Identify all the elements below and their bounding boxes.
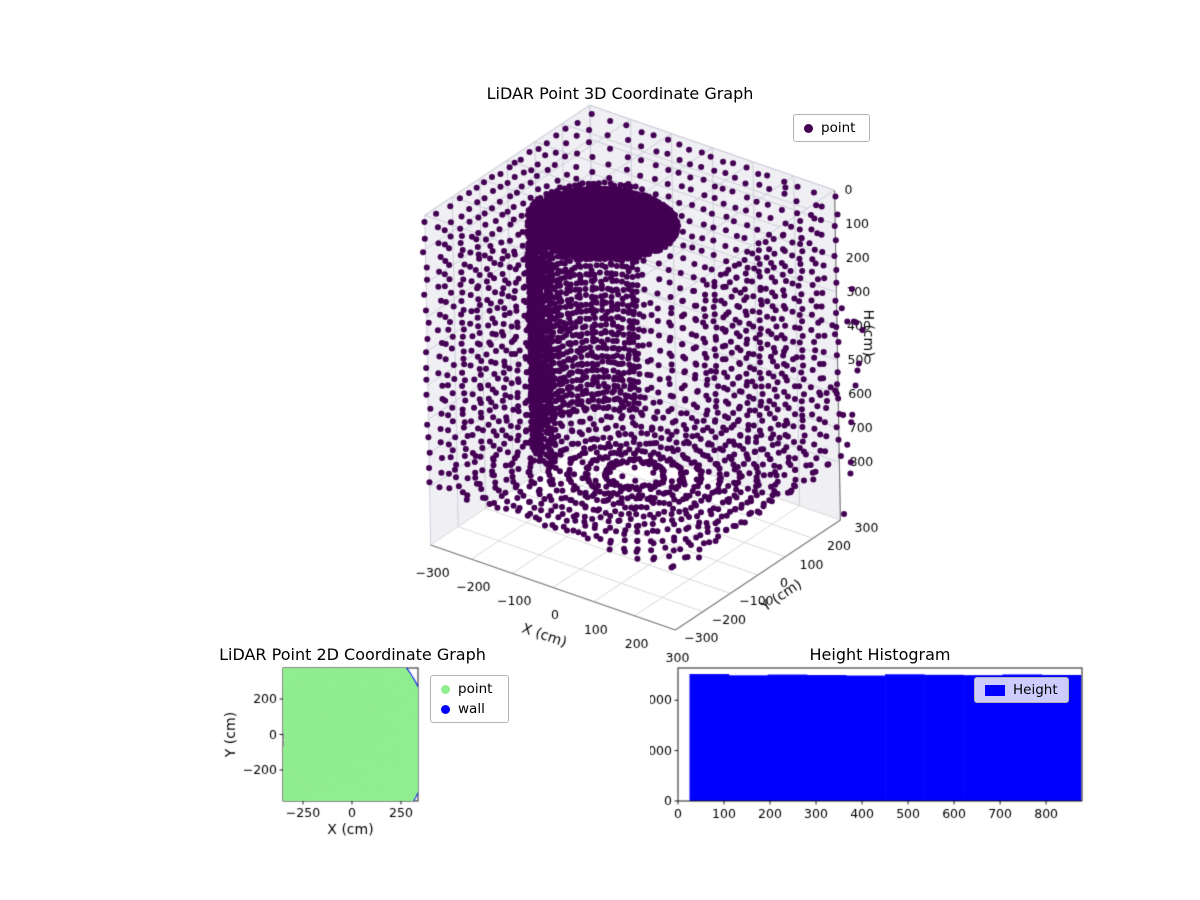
- point-marker-icon: [441, 684, 450, 694]
- legend-label-point: point: [458, 680, 493, 697]
- legend-label-height: Height: [1013, 681, 1058, 698]
- histogram-title: Height Histogram: [809, 645, 951, 664]
- chart-3d-title: LiDAR Point 3D Coordinate Graph: [486, 84, 754, 103]
- point-marker-icon: [804, 123, 813, 133]
- histogram-legend: Height: [974, 677, 1069, 703]
- chart-2d-title: LiDAR Point 2D Coordinate Graph: [219, 645, 486, 664]
- chart-3d-plot-area: [370, 100, 910, 665]
- chart-3d-legend: point: [793, 114, 871, 142]
- legend-label-point: point: [821, 119, 856, 136]
- legend-item-point: point: [804, 118, 855, 138]
- height-patch-icon: [985, 684, 1005, 696]
- legend-label-wall: wall: [458, 700, 485, 717]
- legend-item-point: point: [441, 679, 492, 699]
- chart-2d-legend: point wall: [430, 675, 510, 723]
- wall-marker-icon: [441, 704, 450, 714]
- legend-item-height: Height: [985, 680, 1058, 700]
- legend-item-wall: wall: [441, 699, 492, 719]
